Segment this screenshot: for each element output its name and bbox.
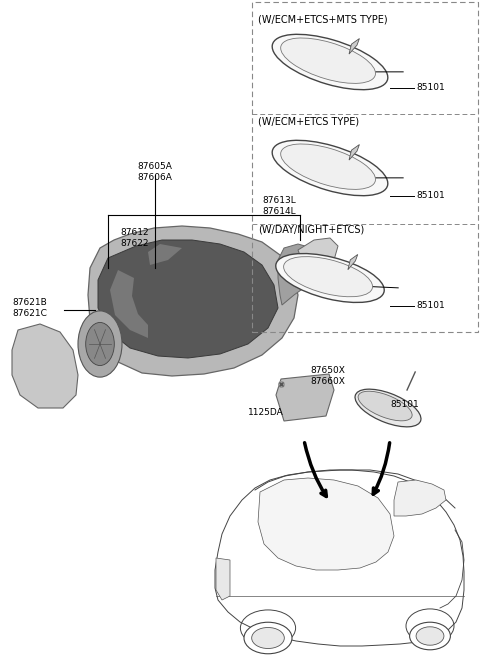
Text: (W/ECM+ETCS+MTS TYPE): (W/ECM+ETCS+MTS TYPE): [258, 14, 388, 24]
Text: 1125DA: 1125DA: [248, 408, 284, 417]
Text: 87650X
87660X: 87650X 87660X: [310, 366, 345, 386]
Text: 87613L
87614L: 87613L 87614L: [262, 196, 296, 216]
Text: (W/DAY/NIGHT+ETCS): (W/DAY/NIGHT+ETCS): [258, 224, 364, 234]
Text: 85101: 85101: [416, 302, 445, 311]
Polygon shape: [98, 240, 278, 358]
Text: 87612
87622: 87612 87622: [120, 228, 149, 248]
Ellipse shape: [416, 627, 444, 645]
Polygon shape: [12, 324, 78, 408]
Ellipse shape: [284, 257, 372, 297]
Polygon shape: [276, 374, 334, 421]
Ellipse shape: [86, 323, 114, 365]
Text: 85101: 85101: [416, 191, 445, 200]
Ellipse shape: [272, 34, 388, 90]
Polygon shape: [148, 244, 182, 265]
Polygon shape: [394, 480, 446, 516]
Polygon shape: [216, 558, 230, 600]
Ellipse shape: [281, 38, 375, 83]
Text: 85101: 85101: [390, 400, 419, 409]
Ellipse shape: [78, 311, 122, 377]
Text: 87621B
87621C: 87621B 87621C: [12, 298, 47, 318]
Polygon shape: [278, 244, 320, 305]
Polygon shape: [349, 145, 360, 160]
Polygon shape: [258, 478, 394, 570]
Ellipse shape: [272, 141, 388, 196]
Ellipse shape: [409, 622, 450, 650]
Text: 85101: 85101: [416, 83, 445, 93]
Polygon shape: [298, 238, 338, 268]
Polygon shape: [348, 254, 358, 270]
Ellipse shape: [276, 254, 384, 302]
Bar: [252, 2, 478, 332]
Text: (W/ECM+ETCS TYPE): (W/ECM+ETCS TYPE): [258, 116, 359, 126]
Ellipse shape: [355, 389, 421, 427]
Ellipse shape: [244, 622, 292, 654]
Ellipse shape: [252, 627, 284, 648]
Polygon shape: [349, 39, 360, 54]
Ellipse shape: [358, 391, 412, 421]
Ellipse shape: [281, 144, 375, 189]
Text: 87605A
87606A: 87605A 87606A: [138, 162, 172, 182]
Polygon shape: [88, 226, 298, 376]
Polygon shape: [110, 270, 148, 338]
